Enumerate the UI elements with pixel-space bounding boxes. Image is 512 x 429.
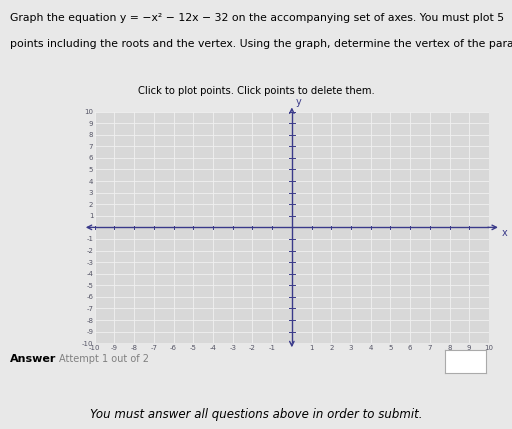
Text: Click to plot points. Click points to delete them.: Click to plot points. Click points to de…: [138, 86, 374, 96]
Text: Attempt 1 out of 2: Attempt 1 out of 2: [59, 354, 149, 364]
Text: x: x: [502, 228, 507, 238]
Text: points including the roots and the vertex. Using the graph, determine the vertex: points including the roots and the verte…: [10, 39, 512, 48]
Text: Answer: Answer: [10, 354, 57, 364]
Text: Graph the equation y = −x² − 12x − 32 on the accompanying set of axes. You must : Graph the equation y = −x² − 12x − 32 on…: [10, 13, 504, 23]
Text: y: y: [296, 97, 302, 107]
Text: You must answer all questions above in order to submit.: You must answer all questions above in o…: [90, 408, 422, 420]
